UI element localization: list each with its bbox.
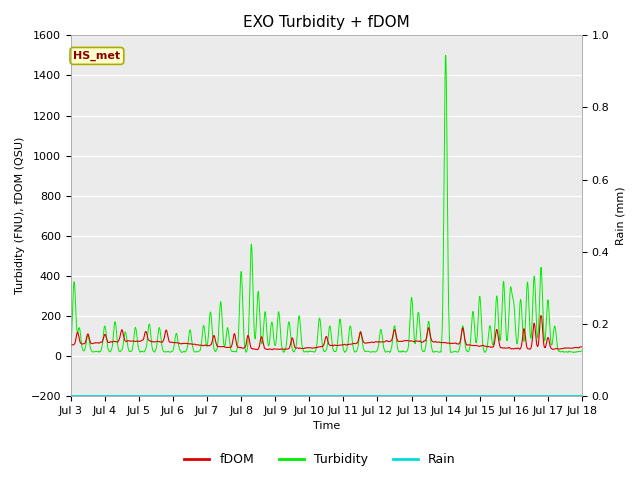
Y-axis label: Turbidity (FNU), fDOM (QSU): Turbidity (FNU), fDOM (QSU) — [15, 137, 25, 294]
X-axis label: Time: Time — [313, 421, 340, 432]
Title: EXO Turbidity + fDOM: EXO Turbidity + fDOM — [243, 15, 410, 30]
Legend: fDOM, Turbidity, Rain: fDOM, Turbidity, Rain — [179, 448, 461, 471]
Y-axis label: Rain (mm): Rain (mm) — [615, 186, 625, 245]
Text: HS_met: HS_met — [74, 51, 120, 61]
